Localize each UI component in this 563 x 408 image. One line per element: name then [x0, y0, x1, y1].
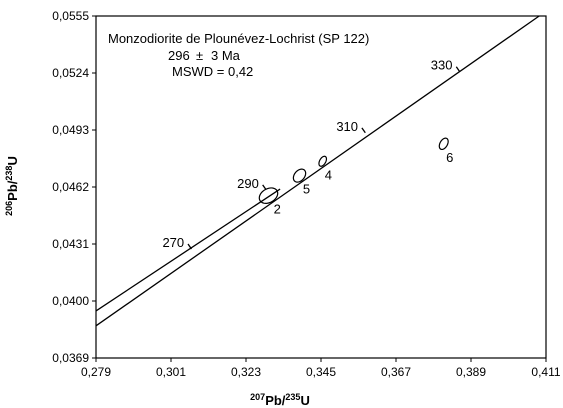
x-axis-title: 207Pb/235U — [250, 392, 310, 408]
x-tick-label: 0,411 — [531, 365, 560, 379]
axes-layer — [92, 15, 547, 362]
ellipse-label: 5 — [303, 182, 310, 197]
age-tick-label: 270 — [162, 235, 184, 250]
y-tick-label: 0,0400 — [52, 294, 89, 308]
age-tick — [361, 127, 366, 134]
x-axis-title-base1: Pb/ — [265, 393, 286, 408]
discordia-line — [95, 188, 281, 312]
age-tick — [187, 243, 192, 250]
concordia-curve — [95, 15, 540, 327]
x-tick-label: 0,389 — [456, 365, 486, 379]
ellipse-label: 2 — [274, 202, 281, 217]
ellipse-label: 6 — [446, 150, 453, 165]
y-tick-label: 0,0555 — [52, 9, 89, 23]
x-tick-label: 0,323 — [231, 365, 261, 379]
x-tick-label: 0,345 — [306, 365, 336, 379]
label-layer: 0,279 0,301 0,323 0,345 0,367 0,389 0,411 0,036… — [52, 9, 561, 379]
error-ellipse — [258, 187, 279, 204]
age-tick-label: 330 — [431, 58, 453, 73]
y-tick-label: 0,0431 — [52, 237, 89, 251]
x-axis-title-sup1: 207 — [250, 392, 265, 402]
y-tick-label: 0,0462 — [52, 180, 89, 194]
y-axis-title-base2: U — [5, 156, 20, 165]
x-axis-title-sup2: 235 — [285, 392, 300, 402]
error-ellipse — [292, 168, 307, 183]
y-axis-title: 206Pb/238U — [4, 156, 20, 216]
y-axis-title-sup1: 206 — [4, 201, 14, 216]
y-tick-label: 0,0493 — [52, 123, 89, 137]
ellipse-label: 4 — [325, 167, 332, 182]
age-uncertainty: 3 Ma — [211, 48, 241, 63]
y-tick-label: 0,0524 — [52, 66, 89, 80]
age-plus-minus: ± — [196, 48, 203, 63]
mswd-label: MSWD = 0,42 — [172, 64, 253, 79]
age-tick-label: 310 — [336, 119, 358, 134]
y-axis-title-base1: Pb/ — [5, 180, 20, 201]
age-value: 296 — [168, 48, 190, 63]
sample-name: Monzodiorite de Plounévez-Lochrist (SP 1… — [108, 31, 369, 46]
series-layer — [95, 15, 540, 327]
x-tick-label: 0,367 — [381, 365, 411, 379]
y-tick-label: 0,0369 — [52, 351, 89, 365]
x-tick-label: 0,279 — [81, 365, 111, 379]
age-tick — [455, 66, 461, 73]
error-ellipse — [438, 137, 449, 151]
age-tick-label: 290 — [237, 176, 259, 191]
plot-frame — [95, 15, 547, 359]
x-axis-title-base2: U — [300, 393, 309, 408]
y-axis-title-sup2: 238 — [4, 166, 14, 181]
x-tick-label: 0,301 — [156, 365, 186, 379]
error-ellipse — [318, 155, 328, 167]
